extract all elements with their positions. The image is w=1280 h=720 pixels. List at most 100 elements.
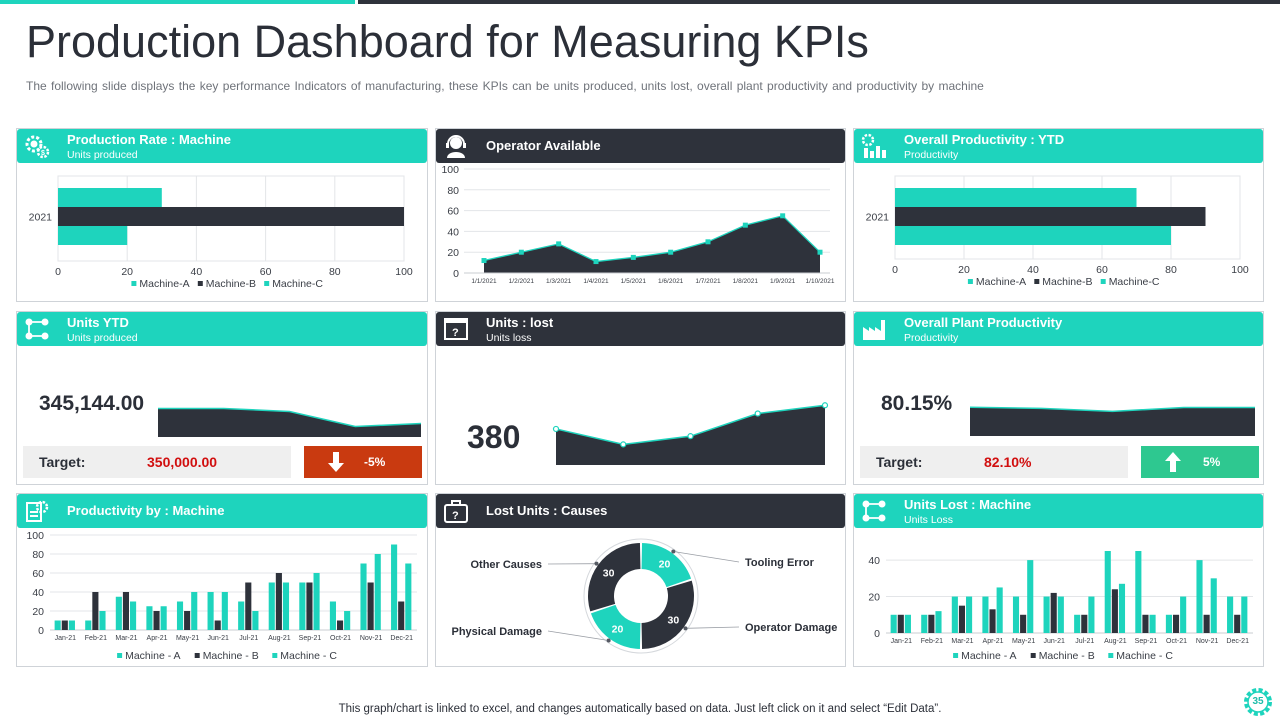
- bar-machine-b: [1172, 614, 1180, 633]
- bar-machine-c: [344, 611, 351, 630]
- panel-header: Operator Available: [436, 129, 845, 163]
- bar-machine-a: [890, 614, 897, 633]
- plant-productivity-sparkline: [969, 406, 1255, 436]
- legend-swatch: [1108, 653, 1114, 658]
- leader-line: [547, 630, 609, 641]
- data-point: [817, 249, 823, 255]
- bar-machine-c: [935, 611, 942, 633]
- x-tick-label: Jul-21: [1075, 638, 1094, 645]
- bar-machine-c: [252, 611, 259, 630]
- briefcase-question-icon: ?: [444, 500, 468, 523]
- bar-machine-c: [1210, 578, 1217, 633]
- panel-title: Overall Plant Productivity: [904, 315, 1063, 330]
- bar-machine-b: [58, 207, 404, 226]
- x-tick-label: Mar-21: [115, 635, 137, 642]
- bar-machine-b: [153, 611, 160, 630]
- operator-available-panel: Operator Available 0 20 40 60 80 100 1/1/2021 1…: [435, 128, 846, 302]
- legend-label: Machine - A: [125, 650, 180, 662]
- plant-productivity-value: 80.15%: [881, 392, 953, 415]
- units-lost-by-machine-panel: Units Lost : Machine Units Loss 0 20 40 Jan…: [853, 493, 1264, 667]
- page-subtitle: The following slide displays the key per…: [26, 79, 984, 93]
- tick-label: 0: [874, 628, 880, 640]
- data-point: [518, 249, 524, 255]
- legend-label: Machine-B: [206, 278, 256, 290]
- legend-swatch: [117, 653, 123, 658]
- panel-title: Production Rate : Machine: [67, 132, 231, 147]
- panel-title: Units Lost : Machine: [904, 497, 1032, 512]
- x-tick-label: May-21: [1012, 638, 1035, 645]
- legend-label: Machine-A: [976, 276, 1026, 288]
- legend-swatch: [967, 279, 973, 284]
- bar-machine-b: [367, 582, 374, 630]
- slice-value-label: 30: [603, 567, 615, 579]
- bar-machine-a: [54, 620, 61, 630]
- tick-label: 20: [32, 606, 44, 618]
- bar-machine-a: [176, 601, 184, 630]
- x-tick-label: Apr-21: [147, 635, 168, 642]
- units-lost-panel: ? Units : lost Units loss 380: [435, 311, 846, 485]
- bar-machine-b: [1142, 614, 1149, 633]
- gears-dollar-icon: $: [25, 135, 50, 159]
- panel-header: Units YTD Units produced: [17, 312, 427, 346]
- legend-swatch: [197, 281, 203, 286]
- bar-machine-c: [904, 614, 911, 633]
- headset-operator-icon: [446, 135, 466, 158]
- bar-machine-a: [238, 601, 245, 630]
- slice-value-label: 30: [668, 615, 680, 627]
- bar-machine-c: [313, 573, 320, 630]
- x-tick-label: 1/10/2021: [806, 278, 835, 285]
- target-box: Target: 82.10%: [860, 446, 1128, 478]
- x-tick-label: Nov-21: [1196, 638, 1219, 645]
- panel-title: Overall Productivity : YTD: [904, 132, 1065, 147]
- panel-header: ? Units : lost Units loss: [436, 312, 845, 346]
- x-tick-label: 1/9/2021: [770, 278, 796, 285]
- tick-label: 100: [395, 266, 413, 278]
- x-tick-label: Jul-21: [239, 635, 258, 642]
- bar-machine-b: [306, 582, 313, 630]
- x-tick-label: Dec-21: [1226, 638, 1249, 645]
- panel-title: Lost Units : Causes: [486, 503, 608, 518]
- tick-label: 60: [260, 266, 272, 278]
- tick-label: 100: [1231, 264, 1249, 276]
- target-label: Target:: [39, 454, 86, 470]
- slice-value-label: 20: [612, 623, 624, 635]
- tick-label: 20: [958, 264, 970, 276]
- bar-machine-c: [1149, 614, 1156, 633]
- x-tick-label: Sep-21: [299, 635, 322, 642]
- delta-badge: 5%: [1141, 446, 1259, 478]
- slice-value-label: 20: [659, 559, 671, 571]
- bar-machine-a: [58, 188, 162, 207]
- tick-label: 40: [868, 555, 880, 567]
- data-point: [552, 425, 560, 433]
- legend-label: Machine - B: [203, 650, 259, 662]
- panel-title: Units : lost: [486, 315, 554, 330]
- tick-label: 0: [892, 264, 898, 276]
- x-tick-label: Mar-21: [951, 638, 973, 645]
- delta-badge: -5%: [304, 446, 422, 478]
- tick-label: 40: [191, 266, 203, 278]
- bar-machine-c: [99, 611, 106, 630]
- bar-machine-b: [122, 592, 130, 630]
- legend-swatch: [264, 281, 270, 286]
- top-dark-bar: [358, 0, 1280, 4]
- bar-machine-a: [360, 563, 367, 630]
- bar-machine-a: [1196, 560, 1203, 633]
- data-point: [668, 249, 674, 255]
- bar-machine-b: [928, 614, 935, 633]
- panel-header: Overall Plant Productivity Productivity: [854, 312, 1263, 346]
- delta-value: -5%: [364, 455, 386, 469]
- panel-header: ? Lost Units : Causes: [436, 494, 845, 528]
- units-lost-by-machine-chart: 0 20 40 Jan-21 Feb-21 Mar-21 Apr-21 May-21 Jun-2…: [868, 551, 1253, 662]
- bar-machine-a: [951, 596, 958, 633]
- category-label: Tooling Error: [745, 557, 815, 569]
- bar-machine-a: [1043, 596, 1050, 633]
- network-nodes-icon: [25, 318, 49, 340]
- overall-productivity-chart: 0 20 40 60 80 100 2021 Machine-A Machine-B Machin…: [866, 175, 1249, 288]
- x-tick-label: 1/5/2021: [621, 278, 647, 285]
- bar-machine-c: [130, 601, 137, 630]
- bar-machine-c: [966, 596, 973, 633]
- leader-line: [685, 626, 740, 629]
- bar-machine-c: [1180, 596, 1187, 633]
- panel-header: Overall Productivity : YTD Productivity: [854, 129, 1263, 163]
- bar-machine-b: [958, 605, 966, 633]
